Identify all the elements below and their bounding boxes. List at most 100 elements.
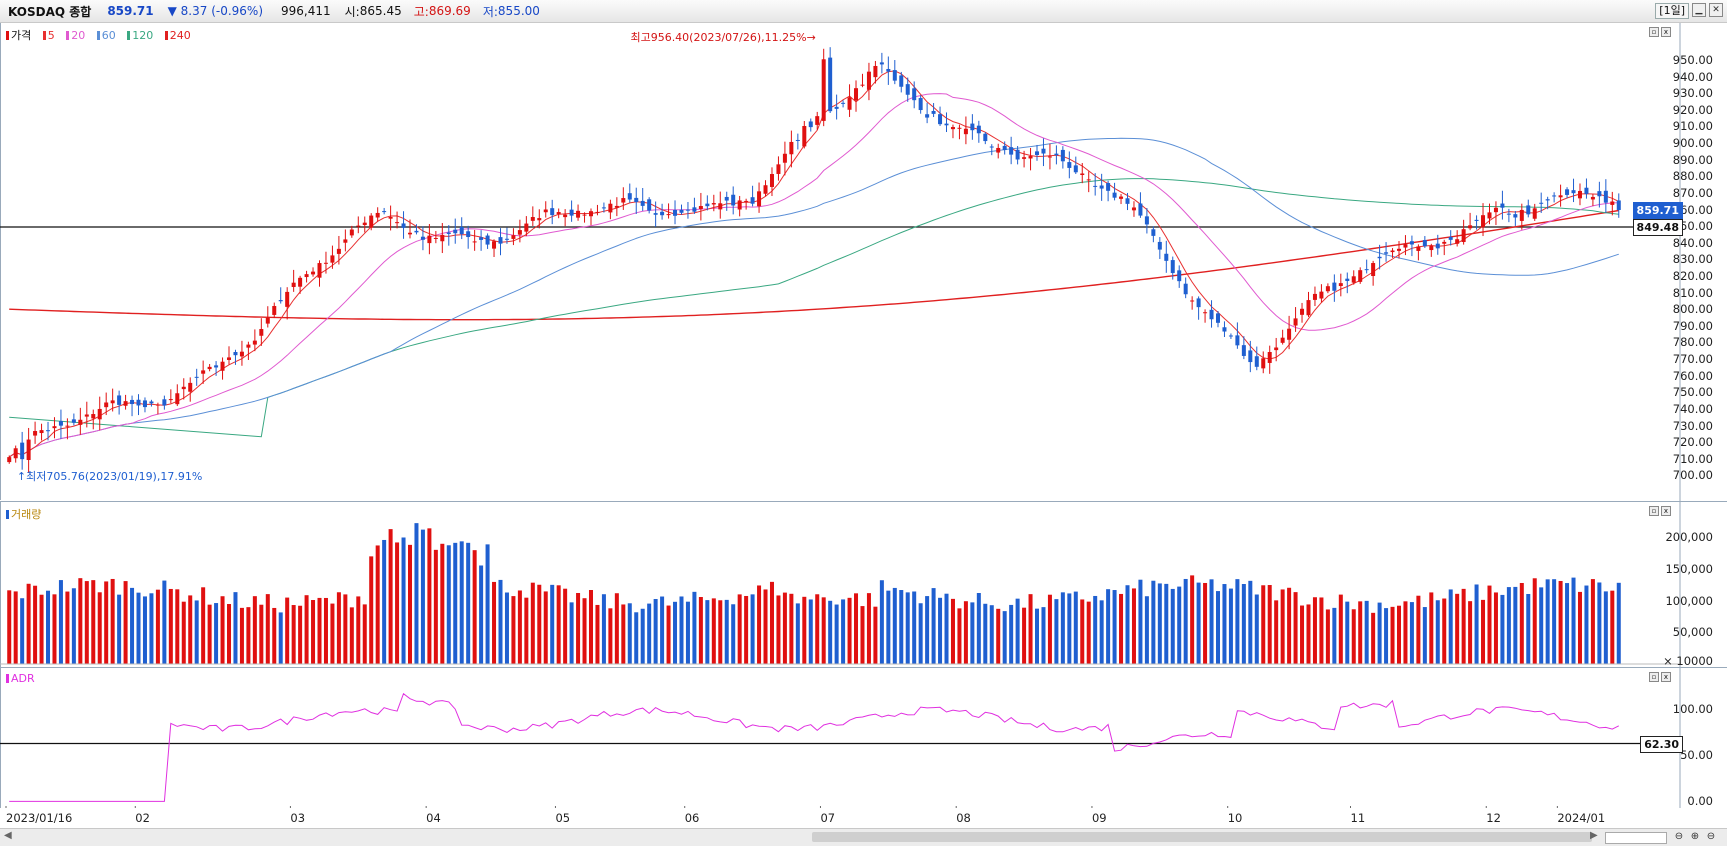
open-value: 865.45 [359,4,402,18]
candle-body [1429,245,1434,251]
candle-body [1151,229,1156,236]
volume-bar [207,604,212,664]
open-label: 시: [344,4,360,19]
candle-body [576,210,581,218]
candle-body [530,217,535,221]
horizontal-line-flag[interactable]: 849.48 [1632,218,1683,236]
volume-bar [692,591,697,664]
zoom-reset-icon[interactable]: ⊖ [1674,831,1684,842]
candle-body [97,408,102,420]
volume-bar [227,604,232,664]
price-tick-label: 830.00 [1672,252,1713,267]
candle-body [388,216,393,219]
pane-close-icon[interactable]: x [1661,506,1671,516]
candle-body [1461,229,1466,243]
adr-pane[interactable]: ADR ▫ x [0,667,1727,808]
volume-bar [401,537,406,664]
volume-bar [1093,595,1098,664]
candle-body [272,306,277,315]
candle-body [20,442,25,460]
candle-body [168,399,173,401]
candle-body [1584,187,1589,194]
volume-bar [963,601,968,664]
volume-bar [763,589,768,664]
candle-body [828,57,833,112]
candle-body [854,88,859,101]
volume-bar [1455,593,1460,664]
quote-header: KOSDAQ 종합 859.71 ▼ 8.37 (-0.96%) 996,411… [0,0,1727,23]
instrument-name[interactable]: KOSDAQ 종합 [8,4,92,19]
volume-bar [569,602,574,664]
candle-body [1248,350,1253,363]
candle-body [65,425,70,427]
volume-bar [576,592,581,664]
candle-body [970,123,975,131]
date-tick-label: 09 [1091,811,1107,825]
candle-body [1131,207,1136,211]
price-tick-label: 810.00 [1672,285,1713,300]
candle-body [950,127,955,130]
candle-body [1274,347,1279,351]
volume-bar [343,594,348,664]
scroll-thumb[interactable] [812,832,1592,842]
price-tick-label: 750.00 [1672,385,1713,400]
volume-bar [395,542,400,664]
volume-bar [136,592,141,664]
close-icon[interactable]: ✕ [1709,3,1723,17]
candle-body [1416,246,1421,251]
pane-minimize-icon[interactable]: ▫ [1649,506,1659,516]
volume-pane-controls: ▫ x [1649,506,1671,516]
period-selector[interactable]: [1일] [1655,3,1689,19]
price-pane[interactable]: 가격 5 20 60 120 240 ▫ x [0,23,1727,500]
candle-body [757,191,762,207]
legend-ma5: 5 [47,29,55,42]
candle-body [323,262,328,264]
zoom-slider[interactable] [1605,832,1667,844]
adr-line-flag[interactable]: 62.30 [1640,735,1683,753]
volume-bar [52,594,57,664]
pane-minimize-icon[interactable]: ▫ [1649,27,1659,37]
price-tick-label: 710.00 [1672,451,1713,466]
volume-bar [1597,582,1602,664]
candle-body [123,401,128,406]
volume-bar [724,599,729,664]
candle-body [1099,185,1104,189]
price-pane-controls: ▫ x [1649,27,1671,37]
candle-body [692,207,697,212]
candle-body [731,194,736,206]
volume-bar [925,596,930,664]
candle-body [1351,276,1356,283]
volume-bar [821,597,826,664]
volume-bar [1461,588,1466,664]
volume-bar [71,588,76,664]
candle-body [479,237,484,240]
candle-body [1474,219,1479,221]
pane-minimize-icon[interactable]: ▫ [1649,672,1659,682]
candle-body [13,448,18,459]
candle-body [252,340,257,345]
volume-bar [1364,600,1369,664]
pane-close-icon[interactable]: x [1661,672,1671,682]
scroll-left-icon[interactable]: ◀ [4,830,12,841]
horizontal-scrollbar[interactable]: ◀ ▶ ⊖ ⊕ ⊖ [0,828,1727,846]
volume-bar [841,599,846,664]
candle-body [1203,312,1208,314]
zoom-in-icon[interactable]: ⊕ [1690,831,1700,842]
scroll-right-icon[interactable]: ▶ [1590,830,1598,841]
volume-bar [1119,593,1124,664]
volume-bar [46,590,51,664]
candle-body [39,430,44,434]
candle-body [317,263,322,278]
volume-bar [912,591,917,664]
candle-body [899,75,904,87]
candle-body [983,133,988,142]
pane-close-icon[interactable]: x [1661,27,1671,37]
minimize-icon[interactable]: ▁ [1692,3,1706,17]
candle-body [944,123,949,126]
volume-bar [440,543,445,664]
zoom-out-icon[interactable]: ⊖ [1706,831,1716,842]
volume-bar [802,596,807,664]
candle-body [1590,196,1595,200]
volume-bar [1022,607,1027,664]
candle-body [744,200,749,202]
